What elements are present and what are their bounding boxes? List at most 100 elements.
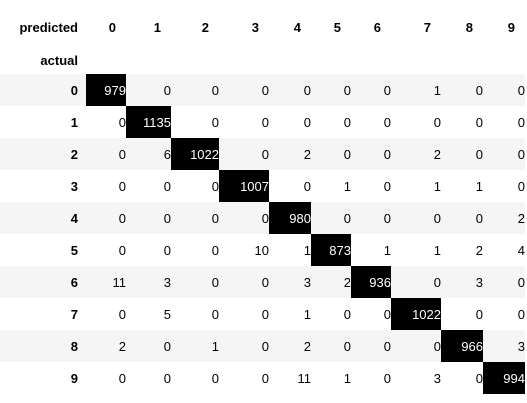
matrix-cell: 0 (441, 202, 483, 234)
matrix-cell: 0 (517, 178, 525, 194)
matrix-cell: 0 (219, 74, 269, 106)
matrix-cell: 6 (126, 138, 171, 170)
matrix-cell: 1 (391, 74, 441, 106)
matrix-cell: 0 (311, 330, 351, 362)
table-row: 1 0 1135 0 0 0 0 0 0 0 0 (0, 106, 525, 138)
matrix-cell: 3 (433, 370, 441, 386)
matrix-body: 0 979 0 0 0 0 0 0 1 0 0 1 0 1135 0 0 0 0 0 0 0 0 2 0 6 1022 0 2 0 0 2 0… (0, 74, 525, 394)
matrix-cell: 2 (475, 242, 483, 258)
column-header: 5 (333, 19, 341, 35)
matrix-cell: 1 (343, 370, 351, 386)
matrix-cell: 0 (433, 114, 441, 130)
column-header: 7 (423, 19, 431, 35)
empty-header-cell (171, 46, 219, 74)
matrix-cell: 0 (311, 138, 351, 170)
row-header: 6 (0, 266, 86, 298)
matrix-cell: 0 (303, 178, 311, 194)
table-row: 9 0 0 0 0 11 1 0 3 0 994 (0, 362, 525, 394)
table-row: 3 0 0 0 1007 0 1 0 1 1 0 (0, 170, 525, 202)
matrix-cell: 3 (269, 266, 311, 298)
matrix-cell: 0 (383, 370, 391, 386)
matrix-cell: 0 (219, 266, 269, 298)
matrix-cell: 0 (261, 306, 269, 322)
row-header: 3 (70, 178, 78, 194)
matrix-cell: 0 (118, 178, 126, 194)
matrix-cell: 2 (86, 330, 126, 362)
predicted-label: predicted (19, 19, 78, 35)
matrix-cell: 3 (126, 266, 171, 298)
matrix-cell: 1 (475, 178, 483, 194)
matrix-cell: 0 (118, 242, 126, 258)
matrix-cell: 0 (211, 370, 219, 386)
matrix-cell: 0 (211, 178, 219, 194)
column-header: 6 (373, 19, 381, 35)
row-header: 1 (70, 114, 78, 130)
column-header: 0 (108, 19, 116, 35)
matrix-cell: 11 (86, 266, 126, 298)
matrix-cell: 0 (351, 74, 391, 106)
empty-header-cell (441, 46, 483, 74)
matrix-cell: 2 (269, 330, 311, 362)
matrix-cell: 1 (383, 242, 391, 258)
empty-header-cell (219, 46, 269, 74)
matrix-cell: 4 (517, 242, 525, 258)
row-header: 4 (0, 202, 86, 234)
table-row: 7 0 5 0 0 1 0 0 1022 0 0 (0, 298, 525, 330)
empty-header-cell (391, 46, 441, 74)
table-row: 4 0 0 0 0 980 0 0 0 0 2 (0, 202, 525, 234)
matrix-cell: 0 (171, 74, 219, 106)
diagonal-cell: 979 (86, 74, 126, 106)
matrix-cell: 0 (441, 138, 483, 170)
matrix-cell: 0 (391, 202, 441, 234)
matrix-cell: 0 (118, 306, 126, 322)
empty-header-cell (351, 46, 391, 74)
matrix-cell: 0 (126, 74, 171, 106)
matrix-cell: 0 (211, 114, 219, 130)
matrix-cell: 1 (303, 242, 311, 258)
column-header: 2 (201, 19, 209, 35)
diagonal-cell: 994 (483, 362, 525, 394)
matrix-cell: 5 (163, 306, 171, 322)
matrix-cell: 0 (483, 74, 525, 106)
table-row: 6 11 3 0 0 3 2 936 0 3 0 (0, 266, 525, 298)
matrix-cell: 0 (383, 114, 391, 130)
matrix-cell: 0 (383, 306, 391, 322)
row-header: 7 (70, 306, 78, 322)
matrix-cell: 0 (219, 330, 269, 362)
diagonal-cell: 936 (351, 266, 391, 298)
matrix-cell: 0 (475, 306, 483, 322)
empty-header-cell (311, 46, 351, 74)
matrix-cell: 0 (517, 306, 525, 322)
matrix-cell: 0 (211, 306, 219, 322)
empty-header-cell (126, 46, 171, 74)
row-header: 2 (0, 138, 86, 170)
matrix-cell: 0 (351, 138, 391, 170)
matrix-cell: 0 (118, 114, 126, 130)
matrix-cell: 0 (311, 74, 351, 106)
matrix-cell: 0 (126, 330, 171, 362)
column-header: 3 (251, 19, 259, 35)
matrix-cell: 1 (343, 178, 351, 194)
diagonal-cell: 873 (311, 234, 351, 266)
actual-header-row: actual (0, 46, 525, 74)
table-row: 8 2 0 1 0 2 0 0 0 966 3 (0, 330, 525, 362)
matrix-cell: 0 (171, 202, 219, 234)
diagonal-cell: 1022 (171, 138, 219, 170)
diagonal-cell: 1022 (391, 298, 441, 330)
column-header: 1 (153, 19, 161, 35)
matrix-cell: 0 (163, 178, 171, 194)
matrix-cell: 0 (126, 202, 171, 234)
matrix-cell: 0 (211, 242, 219, 258)
actual-label: actual (40, 52, 78, 68)
empty-header-cell (483, 46, 525, 74)
matrix-cell: 0 (261, 370, 269, 386)
matrix-cell: 0 (269, 74, 311, 106)
matrix-cell: 0 (475, 114, 483, 130)
matrix-cell: 0 (219, 138, 269, 170)
matrix-cell: 0 (118, 370, 126, 386)
matrix-cell: 0 (163, 370, 171, 386)
matrix-cell: 0 (303, 114, 311, 130)
matrix-cell: 0 (441, 74, 483, 106)
empty-header-cell (86, 46, 126, 74)
row-header: 5 (70, 242, 78, 258)
